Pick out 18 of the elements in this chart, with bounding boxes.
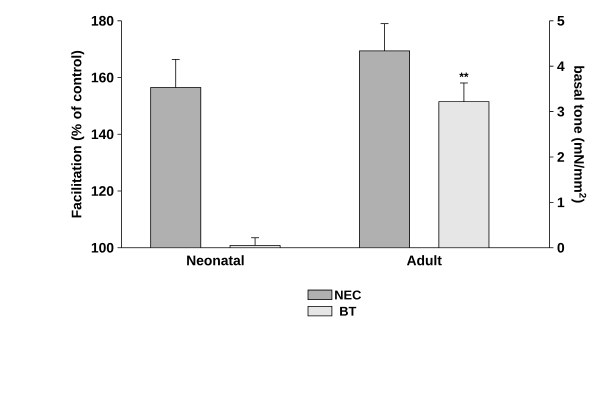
y2-tick-label: 3 [557,106,564,116]
y-tick-label: 120 [92,186,114,196]
y-tick-label: 140 [92,129,114,140]
y-tick-label: 100 [92,242,114,253]
y2-tick-label: 0 [558,242,564,253]
y-axis-title: Facilitation (% of control) [71,50,84,218]
legend-label: NEC [335,290,362,300]
y-tick-label: 160 [92,72,114,82]
y2-axis-title: basal tone (mN/mm$^{2}$) [571,66,586,202]
x-tick-label: Neonatal [187,255,244,266]
y-tick-label: 180 [92,16,114,26]
annotation: ** [459,72,469,77]
y2-tick-label: 2 [557,152,564,162]
y2-tick-label: 1 [558,197,564,207]
legend-label: BT [340,306,356,316]
y2-tick-label: 4 [557,61,565,71]
y2-tick-label: 5 [557,16,564,26]
x-tick-label: Adult [406,255,442,266]
